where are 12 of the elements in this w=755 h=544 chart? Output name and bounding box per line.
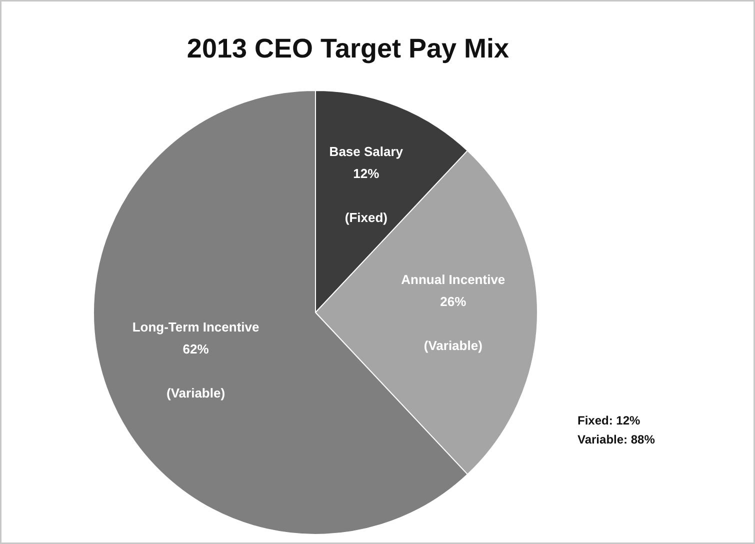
text: (Variable): [424, 338, 482, 353]
slice-label: Base Salary: [329, 144, 404, 160]
slice-label: Annual Incentive: [401, 272, 506, 287]
data-label: 12%: [353, 166, 380, 182]
text: Fixed: 12%: [578, 414, 641, 428]
data-label: 26%: [440, 294, 467, 309]
text: Variable: 88%: [578, 432, 656, 446]
chart-title: 2013 CEO Target Pay Mix: [186, 34, 510, 64]
data-label: 62%: [182, 341, 210, 356]
slice-label: Long-Term Incentive: [132, 319, 260, 334]
text: (Fixed): [344, 210, 388, 226]
text: (Variable): [166, 385, 226, 400]
